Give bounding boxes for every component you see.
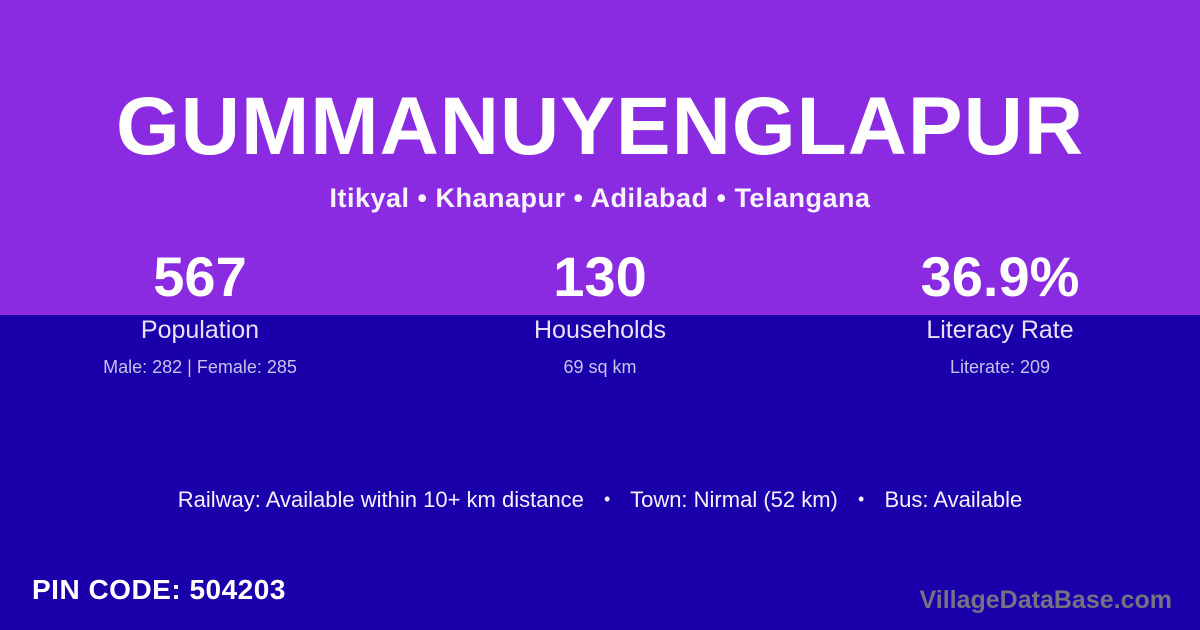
bottom-section-background [0, 315, 1200, 630]
population-label: Population [140, 316, 260, 344]
literacy-value: 36.9% [920, 245, 1080, 308]
households-detail: 69 sq km [563, 357, 637, 377]
literacy-label: Literacy Rate [926, 316, 1074, 344]
literacy-detail: Literate: 209 [949, 357, 1051, 377]
location-breadcrumb: Itikyal • Khanapur • Adilabad • Telangan… [329, 183, 871, 213]
stat-literacy: 36.9% Literacy Rate Literate: 209 [800, 245, 1200, 378]
amenities-line: Railway: Available within 10+ km distanc… [0, 487, 1200, 513]
population-value: 567 [153, 245, 247, 308]
village-title: GUMMANUYENGLAPUR [115, 81, 1085, 172]
site-watermark: VillageDataBase.com [919, 586, 1172, 614]
bullet-separator: • [858, 489, 865, 509]
stat-population: 567 Population Male: 282 | Female: 285 [0, 245, 400, 378]
town-info: Town: Nirmal (52 km) [630, 487, 838, 512]
top-section-background [0, 0, 1200, 315]
bullet-separator: • [604, 489, 611, 509]
stat-households: 130 Households 69 sq km [400, 245, 800, 378]
railway-info: Railway: Available within 10+ km distanc… [177, 487, 584, 512]
pin-code: PIN CODE: 504203 [32, 574, 286, 605]
households-label: Households [533, 316, 667, 344]
households-value: 130 [553, 245, 647, 308]
stats-row: 567 Population Male: 282 | Female: 285 1… [0, 245, 1200, 378]
population-detail: Male: 282 | Female: 285 [103, 357, 297, 377]
bus-info: Bus: Available [884, 487, 1023, 512]
